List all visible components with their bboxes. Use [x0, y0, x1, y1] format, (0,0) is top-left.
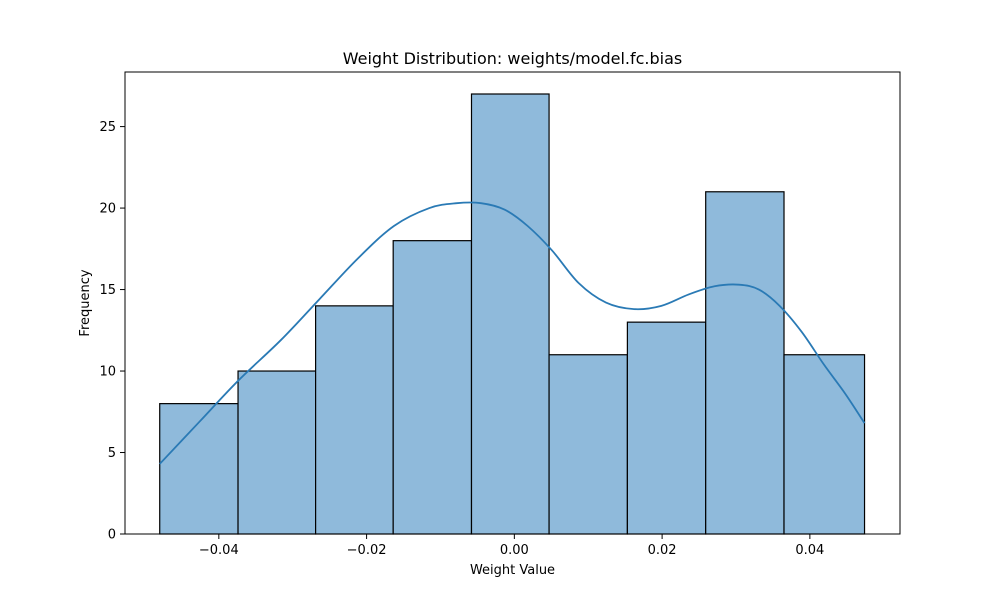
histogram-bar-4	[392, 240, 473, 535]
kde-line	[159, 201, 866, 465]
histogram-bar-1	[159, 403, 239, 535]
histogram-bar-5	[470, 93, 550, 535]
y-axis: 0 5 10 15 20 25	[99, 120, 125, 543]
x-axis: −0.04 −0.02 0.00 0.02 0.04	[199, 534, 824, 558]
y-tick-label-5: 20	[99, 202, 116, 217]
y-tick-label-1: 0	[108, 528, 116, 543]
y-tick-label-3: 10	[99, 365, 116, 380]
histogram-bar-2	[237, 370, 317, 535]
histogram-bar-3	[315, 305, 394, 535]
x-tick-label-1: −0.04	[199, 543, 239, 558]
x-tick-label-2: −0.02	[347, 543, 387, 558]
chart-title: Weight Distribution: weights/model.fc.bi…	[343, 49, 682, 68]
x-tick-label-4: 0.02	[648, 543, 677, 558]
y-axis-label: Frequency	[78, 269, 93, 336]
histogram-bar-9	[783, 354, 866, 535]
histogram-bar-6	[548, 354, 628, 535]
y-tick-label-4: 15	[99, 283, 116, 298]
histogram-bar-7	[626, 321, 707, 535]
x-tick-label-3: 0.00	[500, 543, 529, 558]
kde-layer	[159, 201, 866, 465]
x-axis-label: Weight Value	[470, 563, 555, 578]
x-tick-label-5: 0.04	[795, 543, 824, 558]
histogram-bars	[159, 93, 866, 535]
histogram-bar-8	[705, 191, 785, 535]
y-tick-label-6: 25	[99, 120, 116, 135]
y-tick-label-2: 5	[108, 446, 116, 461]
